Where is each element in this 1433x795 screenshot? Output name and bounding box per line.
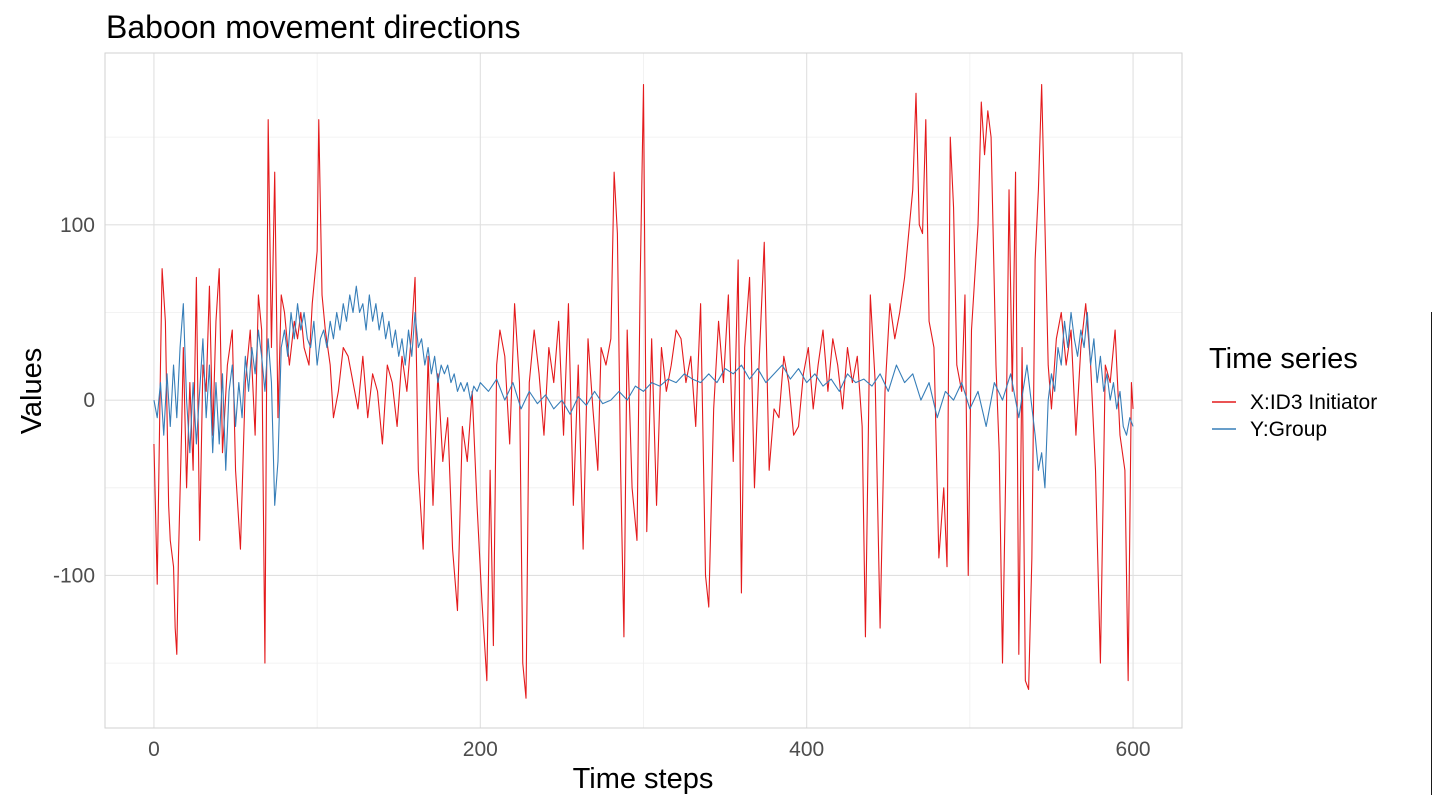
plot-panel xyxy=(104,52,1183,729)
y-axis-ticks: -100 0 100 xyxy=(53,214,95,588)
legend-label-x-id3-initiator: X:ID3 Initiator xyxy=(1250,391,1377,414)
legend: Time series X:ID3 Initiator Y:Group xyxy=(1209,343,1377,441)
legend-title: Time series xyxy=(1209,343,1358,375)
y-axis-title: Values xyxy=(16,348,48,435)
minor-grid xyxy=(105,53,1182,728)
chart-title: Baboon movement directions xyxy=(106,9,520,45)
series-line-x-id3-initiator xyxy=(153,84,1134,699)
x-axis-ticks: 0 200 400 600 xyxy=(148,738,1150,761)
y-tick-label-100: 100 xyxy=(60,214,95,237)
series-layer xyxy=(153,84,1134,699)
y-tick-label--100: -100 xyxy=(53,564,95,587)
x-tick-label-400: 400 xyxy=(789,738,824,761)
x-tick-label-200: 200 xyxy=(463,738,498,761)
major-grid xyxy=(105,53,1182,728)
x-tick-label-0: 0 xyxy=(148,738,160,761)
series-line-y-group xyxy=(153,285,1134,506)
x-axis-title: Time steps xyxy=(573,763,714,795)
y-tick-label-0: 0 xyxy=(83,389,95,412)
x-tick-label-600: 600 xyxy=(1116,738,1151,761)
legend-label-y-group: Y:Group xyxy=(1250,418,1327,441)
